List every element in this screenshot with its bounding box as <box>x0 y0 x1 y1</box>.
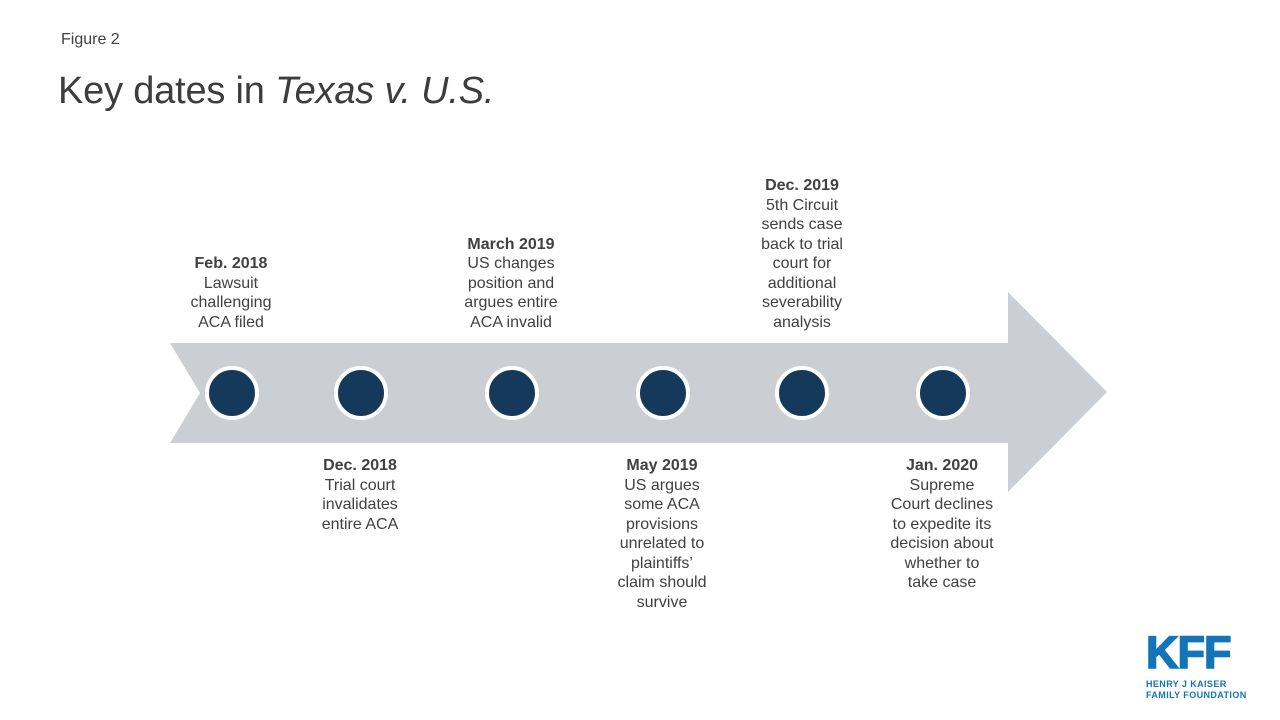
milestone-dec-2018: Dec. 2018 Trial court invalidates entire… <box>322 456 398 534</box>
timeline-node-6 <box>916 366 970 420</box>
figure-label: Figure 2 <box>61 31 120 48</box>
page-title: Key dates in Texas v. U.S. <box>58 69 494 113</box>
milestone-dec-2019: Dec. 2019 5th Circuit sends case back to… <box>761 176 843 332</box>
timeline-node-4 <box>636 366 690 420</box>
milestone-description: Trial court invalidates entire ACA <box>321 476 399 533</box>
kff-logo-tagline: HENRY J KAISER FAMILY FOUNDATION <box>1146 679 1247 700</box>
timeline-node-2 <box>334 366 388 420</box>
milestone-march-2019: March 2019 US changes position and argue… <box>464 235 557 333</box>
timeline-node-5 <box>775 366 829 420</box>
milestone-date: Feb. 2018 <box>194 255 268 272</box>
milestone-date: Dec. 2019 <box>765 177 839 194</box>
title-prefix: Key dates in <box>58 70 276 112</box>
milestone-description: US changes position and argues entire AC… <box>464 255 558 331</box>
kff-logo-acronym: KFF <box>1145 627 1232 678</box>
timeline-node-3 <box>485 366 539 420</box>
milestone-date: Jan. 2020 <box>905 457 979 474</box>
milestone-jan-2020: Jan. 2020 Supreme Court declines to expe… <box>890 456 993 593</box>
milestone-description: US argues some ACA provisions unrelated … <box>617 476 707 611</box>
title-case-name: Texas v. U.S. <box>275 70 495 112</box>
milestone-may-2019: May 2019 US argues some ACA provisions u… <box>618 456 707 612</box>
milestone-description: Supreme Court declines to expedite its d… <box>890 476 994 592</box>
kff-logo: KFF HENRY J KAISER FAMILY FOUNDATION <box>1145 627 1247 701</box>
milestone-feb-2018: Feb. 2018 Lawsuit challenging ACA filed <box>191 254 272 332</box>
milestone-description: 5th Circuit sends case back to trial cou… <box>761 196 843 331</box>
milestone-description: Lawsuit challenging ACA filed <box>190 274 272 331</box>
milestone-date: May 2019 <box>626 457 698 474</box>
milestone-date: Dec. 2018 <box>323 457 397 474</box>
timeline-node-1 <box>205 366 259 420</box>
milestone-date: March 2019 <box>467 235 555 253</box>
